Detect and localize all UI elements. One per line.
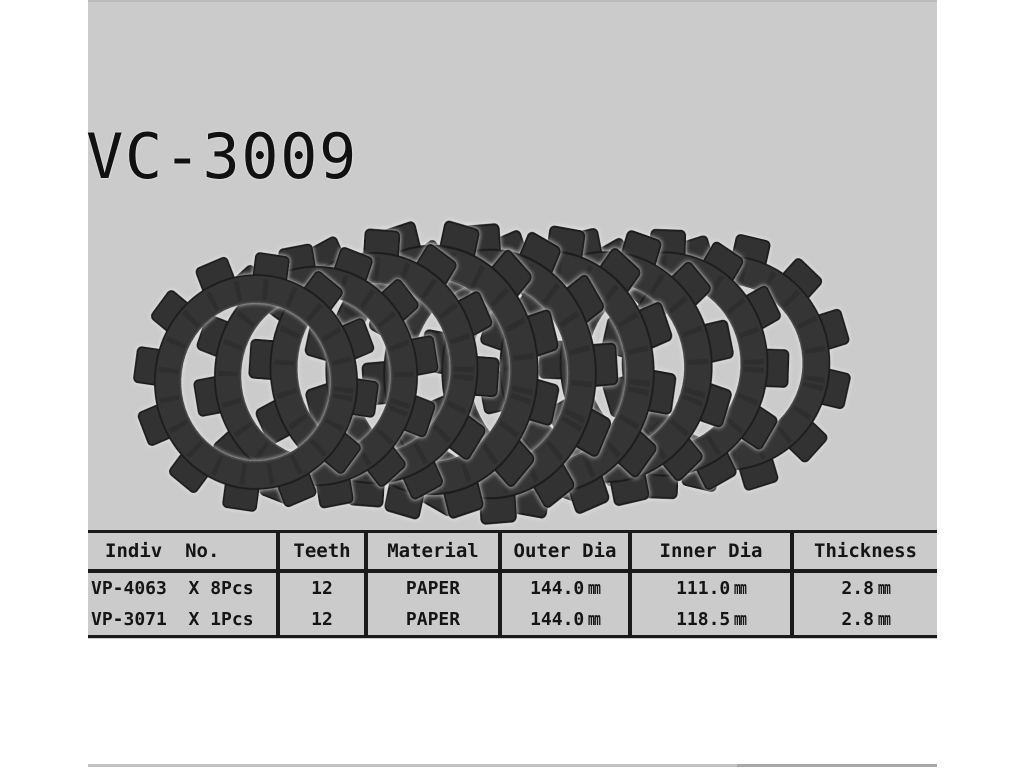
inner-dia-value: 118.5 <box>676 609 731 630</box>
mm-unit: mm <box>877 578 891 599</box>
mm-unit: mm <box>734 578 747 599</box>
table-row: VP-3071 X 1Pcs 12 PAPER 144.0 mm 118.5 mm … <box>88 604 937 637</box>
bottom-line-right-segment <box>737 764 937 767</box>
mm-unit: mm <box>588 578 601 599</box>
col-header-indiv-no: Indiv No. <box>88 531 278 573</box>
cell-inner-dia: 111.0 mm <box>628 571 792 604</box>
col-header-teeth: Teeth <box>276 531 366 573</box>
cell-indiv-no: VP-3071 X 1Pcs <box>91 609 254 630</box>
catalog-panel: VC-3009 Indiv No. Teeth Material Outer D… <box>86 0 937 639</box>
thickness-value: 2.8 <box>841 609 874 630</box>
table-row: VP-4063 X 8Pcs 12 PAPER 144.0 mm 111.0 mm … <box>88 571 937 604</box>
cell-teeth: 12 <box>276 604 366 637</box>
clutch-plates-photo <box>88 192 937 542</box>
col-header-inner-dia: Inner Dia <box>628 531 792 573</box>
cell-material: PAPER <box>364 604 500 637</box>
cell-indiv-no: VP-4063 X 8Pcs <box>91 578 254 599</box>
cell-thickness: 2.8 mm <box>790 571 937 604</box>
cell-outer-dia: 144.0 mm <box>498 571 630 604</box>
cell-thickness: 2.8 mm <box>790 604 937 637</box>
cell-outer-dia: 144.0 mm <box>498 604 630 637</box>
cell-inner-dia: 118.5 mm <box>628 604 792 637</box>
mm-unit: mm <box>877 609 891 630</box>
mm-unit: mm <box>734 609 747 630</box>
inner-dia-value: 111.0 <box>676 578 731 599</box>
outer-dia-value: 144.0 <box>530 578 585 599</box>
outer-dia-value: 144.0 <box>530 609 585 630</box>
col-header-material: Material <box>364 531 500 573</box>
cell-material: PAPER <box>364 571 500 604</box>
bottom-partial-line <box>88 764 937 767</box>
col-header-outer-dia: Outer Dia <box>498 531 630 573</box>
spec-table-header-row: Indiv No. Teeth Material Outer Dia Inner… <box>88 531 937 573</box>
bottom-line-left-segment <box>88 764 737 767</box>
cell-teeth: 12 <box>276 571 366 604</box>
thickness-value: 2.8 <box>841 578 874 599</box>
col-header-thickness: Thickness <box>790 531 937 573</box>
clutch-plates-illustration <box>133 220 851 525</box>
product-code-title: VC-3009 <box>86 120 358 193</box>
mm-unit: mm <box>588 609 601 630</box>
spec-table: Indiv No. Teeth Material Outer Dia Inner… <box>88 530 937 638</box>
